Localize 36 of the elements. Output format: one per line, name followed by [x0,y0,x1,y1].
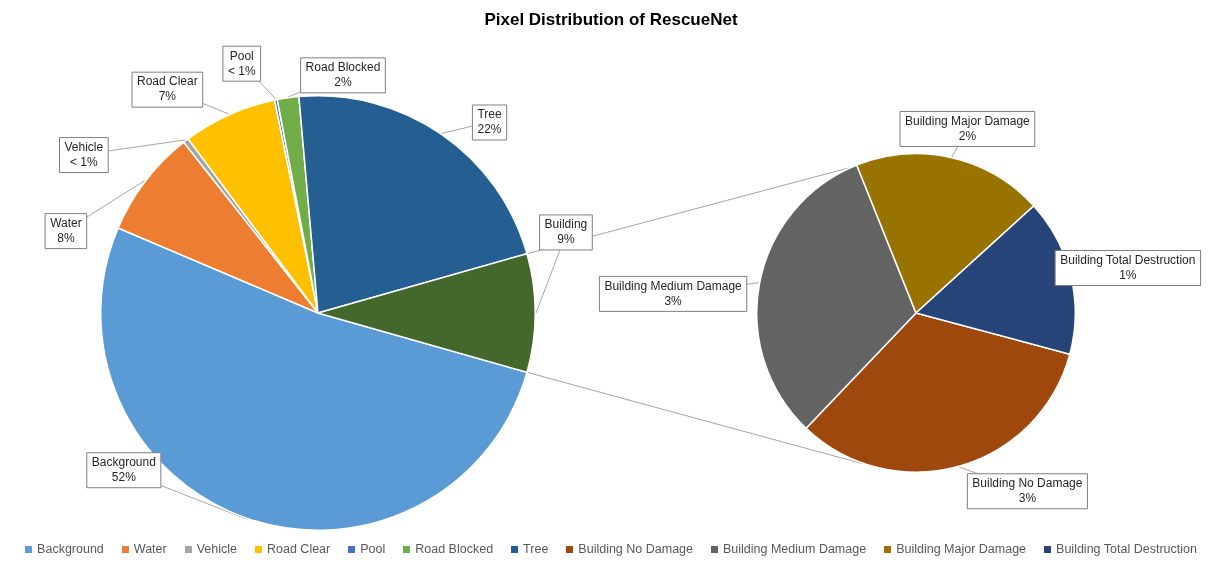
data-label: 1% [1119,267,1137,282]
slice-label: Tree [477,107,502,122]
data-label: 52% [111,470,137,485]
data-label: 2% [334,75,352,90]
slice-label: Building Total Destruction [1060,252,1196,267]
data-label: 9% [557,232,575,247]
slice-label: Road Clear [137,74,198,89]
legend-label: Road Blocked [414,542,494,556]
slice-label: Building Medium Damage [604,278,743,293]
legend-label: Building Major Damage [895,542,1027,556]
slice-label: Water [50,215,82,230]
legend-label: Building Medium Damage [722,542,867,556]
legend-label: Road Clear [266,542,331,556]
legend-label: Building No Damage [577,542,693,556]
data-label: < 1% [70,154,99,169]
slice-label: Building No Damage [972,476,1083,491]
slice-label: Vehicle [64,139,104,154]
data-label: 3% [664,293,683,308]
slice-label: Road Blocked [305,60,381,75]
slice-label: Background [91,455,156,470]
legend-label: Water [132,542,167,556]
legend-label: Tree [522,542,549,556]
legend-label: Vehicle [195,542,237,556]
data-label: 7% [158,89,177,104]
data-label: 8% [57,230,75,245]
legend-label: Building Total Destruction [1055,542,1197,556]
legend-label: Pool [359,542,386,556]
data-label: < 1% [227,63,256,78]
legend-label: Background [36,542,104,556]
slice-label: Building Major Damage [905,113,1031,128]
slice-label: Building [544,217,588,232]
slice-label: Pool [229,48,254,63]
chart-title: Pixel Distribution of RescueNet [483,10,739,30]
data-label: 3% [1018,491,1037,506]
data-label: 22% [477,122,502,137]
data-label: 2% [958,128,977,143]
